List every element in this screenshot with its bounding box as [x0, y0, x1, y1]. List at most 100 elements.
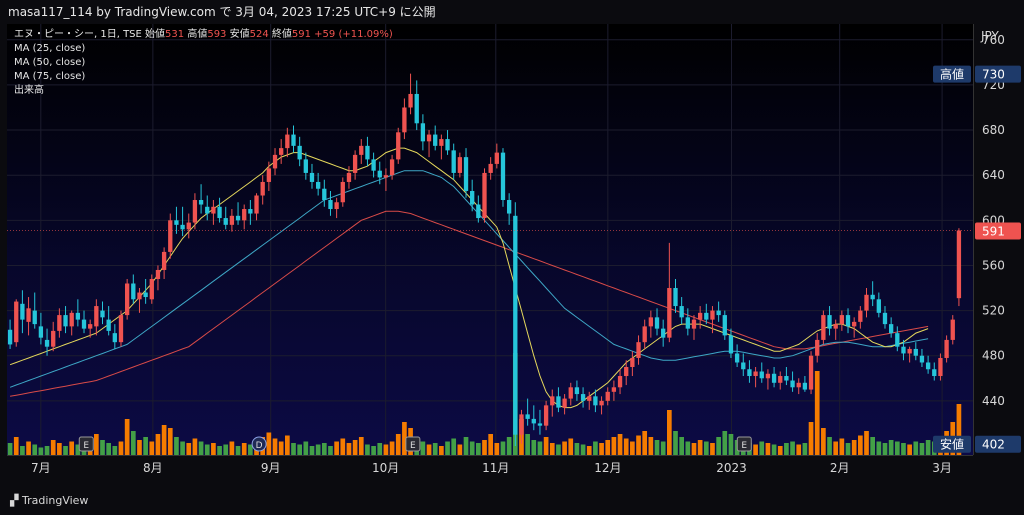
- candle-body: [537, 423, 543, 426]
- candle-body: [685, 317, 690, 329]
- candle-body: [519, 414, 524, 435]
- volume-bar: [26, 441, 31, 455]
- volume-bar: [777, 446, 783, 455]
- volume-bar: [439, 446, 444, 455]
- candle-body: [919, 355, 925, 363]
- candle-body: [827, 315, 832, 329]
- candle-body: [697, 312, 703, 320]
- volume-bar: [593, 441, 598, 455]
- candle-body: [858, 310, 863, 322]
- volume-bar: [100, 440, 105, 455]
- volume-bar: [784, 443, 789, 455]
- earnings-marker: [736, 436, 752, 452]
- volume-bar: [266, 432, 272, 455]
- candle-body: [722, 315, 727, 336]
- volume-bar: [44, 446, 50, 455]
- volume-bar: [642, 431, 648, 455]
- tradingview-logo[interactable]: ▞ TradingView: [10, 494, 88, 507]
- volume-bar: [753, 444, 758, 455]
- ma25-legend[interactable]: MA (25, close): [14, 43, 86, 54]
- candle-body: [679, 306, 684, 318]
- change-value: +59 (+11.09%): [314, 29, 393, 40]
- candle-body: [433, 134, 438, 146]
- volume-bar: [180, 441, 185, 455]
- volume-bar: [352, 440, 358, 455]
- volume-bar: [420, 441, 426, 455]
- volume-bar: [494, 443, 500, 455]
- candle-body: [587, 396, 592, 401]
- volume-bar: [531, 440, 537, 455]
- price-axis[interactable]: [973, 24, 1024, 455]
- candle-body: [753, 371, 758, 377]
- candle-body: [938, 357, 943, 377]
- volume-bar: [907, 444, 912, 455]
- time-axis[interactable]: [7, 455, 973, 481]
- month-label: 2023: [716, 461, 747, 475]
- candle-body: [291, 134, 296, 146]
- low-label: 安値: [229, 29, 250, 40]
- volume-bar: [864, 431, 869, 455]
- candle-body: [562, 398, 567, 408]
- volume-bar: [919, 443, 925, 455]
- month-label: 10月: [372, 461, 399, 475]
- candle-body: [624, 366, 629, 377]
- candle-body: [845, 315, 851, 327]
- volume-bar: [586, 446, 592, 455]
- candle-body: [895, 333, 900, 347]
- volume-bar: [790, 441, 795, 455]
- volume-bar: [186, 443, 192, 455]
- candle-body: [710, 310, 715, 320]
- volume-bar: [882, 443, 888, 455]
- volume-bar: [297, 444, 303, 455]
- candle-body: [75, 312, 81, 320]
- volume-bar: [395, 434, 401, 455]
- candle-body: [352, 154, 358, 173]
- candle-body: [272, 154, 278, 169]
- volume-bar: [543, 437, 549, 455]
- volume-bar: [870, 437, 876, 455]
- candle-body: [38, 326, 44, 338]
- volume-bar: [63, 446, 68, 455]
- volume-bar: [204, 444, 210, 455]
- candle-body: [870, 294, 875, 300]
- volume-bar: [198, 441, 204, 455]
- volume-bar: [457, 444, 463, 455]
- candle-body: [864, 294, 869, 311]
- candle-body: [506, 200, 512, 214]
- candle-body: [248, 209, 253, 214]
- candle-body: [802, 382, 808, 390]
- volume-bar: [759, 441, 765, 455]
- low-marker-label: 安値: [940, 437, 964, 452]
- volume-legend[interactable]: 出来高: [14, 85, 44, 96]
- ma75-legend[interactable]: MA (75, close): [14, 71, 86, 82]
- volume-bar: [328, 446, 333, 455]
- price-tick-label: 440: [982, 394, 1005, 408]
- close-value: 591: [291, 29, 311, 40]
- event-marker-label: E: [410, 441, 416, 451]
- open-label: 始値: [145, 29, 166, 40]
- volume-bar: [130, 431, 136, 455]
- volume-bar: [611, 437, 617, 455]
- volume-bar: [278, 441, 284, 455]
- volume-bar: [488, 434, 494, 455]
- candle-body: [235, 215, 241, 221]
- candle-body: [186, 222, 191, 230]
- candle-body: [69, 312, 74, 327]
- publisher-line: masa117_114 by TradingView.com で 3月 04, …: [0, 0, 1024, 24]
- candle-body: [180, 224, 185, 230]
- ma50-legend[interactable]: MA (50, close): [14, 57, 86, 68]
- candle-body: [14, 301, 19, 343]
- volume-bar: [346, 443, 352, 455]
- candle-body: [476, 204, 481, 219]
- candle-body: [593, 396, 598, 406]
- month-label: 3月: [932, 461, 952, 475]
- volume-bar: [630, 441, 635, 455]
- candle-body: [728, 335, 734, 354]
- volume-bar: [636, 435, 641, 455]
- symbol-label[interactable]: エヌ・ピー・シー, 1日, TSE: [14, 29, 142, 40]
- volume-bar: [482, 440, 487, 455]
- volume-bar: [426, 444, 432, 455]
- volume-bar: [556, 444, 561, 455]
- price-tick-label: 480: [982, 349, 1005, 363]
- candle-body: [346, 172, 352, 182]
